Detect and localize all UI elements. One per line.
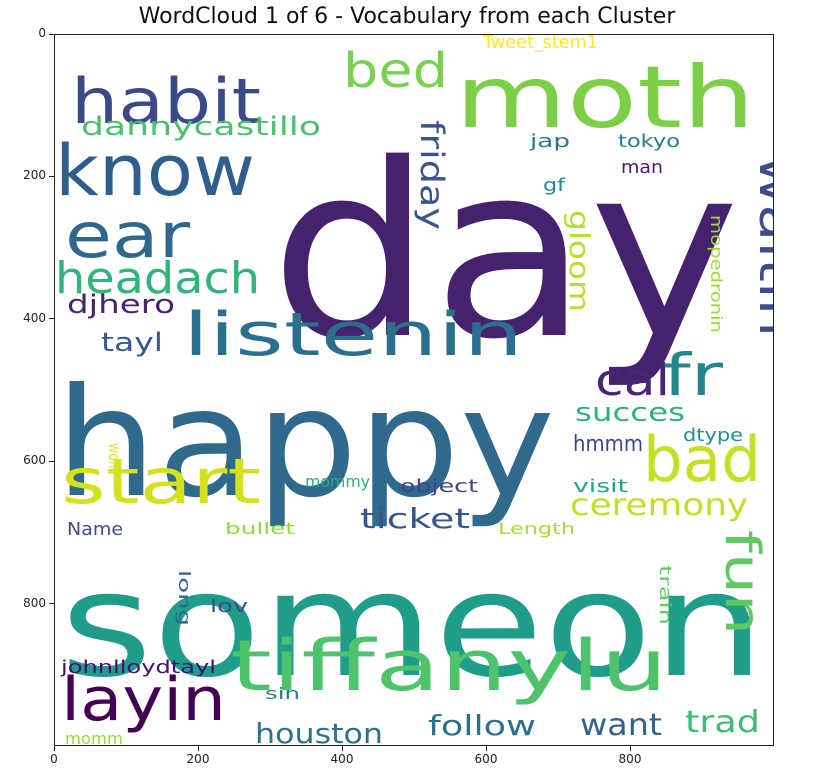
chart-title: WordCloud 1 of 6 - Vocabulary from each … bbox=[138, 4, 676, 29]
word-gf: gf bbox=[543, 175, 566, 196]
y-tick-label: 400 bbox=[23, 310, 46, 325]
word-train: train bbox=[656, 565, 675, 625]
word-visit: visit bbox=[573, 476, 628, 497]
x-tick-mark bbox=[53, 746, 55, 751]
y-tick-label: 600 bbox=[23, 453, 46, 468]
x-tick-label: 200 bbox=[186, 752, 210, 766]
word-want: want bbox=[580, 708, 662, 743]
word-object: object bbox=[400, 476, 478, 497]
word-johnlloydtayl: johnlloydtayl bbox=[60, 657, 216, 678]
word-lov: lov bbox=[210, 596, 248, 617]
word-ticket: ticket bbox=[360, 502, 470, 535]
word-moth: moth bbox=[455, 48, 755, 148]
word-succes: succes bbox=[575, 398, 685, 428]
word-long: long bbox=[175, 570, 194, 626]
y-tick-mark bbox=[49, 33, 54, 35]
x-tick-label: 600 bbox=[474, 752, 498, 766]
word-tiffanylu: tiffanylu bbox=[230, 625, 668, 707]
word-man: man bbox=[621, 157, 663, 178]
word-fun: fun bbox=[714, 530, 770, 635]
word-hmmm: hmmm bbox=[573, 432, 643, 457]
y-tick-mark bbox=[49, 460, 54, 462]
word-dtype: dtype bbox=[683, 425, 743, 446]
word-cal: cal bbox=[595, 355, 670, 406]
y-tick-mark bbox=[49, 318, 54, 320]
x-tick-label: 0 bbox=[50, 752, 58, 766]
y-tick-mark bbox=[49, 175, 54, 177]
word-ceremony: ceremony bbox=[570, 488, 748, 523]
word-tweet-stem1: Tweet_stem1 bbox=[482, 35, 598, 53]
word-headach: headach bbox=[55, 253, 260, 304]
word-fr: fr bbox=[663, 341, 723, 409]
word-sin: sin bbox=[265, 684, 300, 703]
x-tick-label: 400 bbox=[330, 752, 354, 766]
word-waitin: waitin bbox=[748, 155, 774, 337]
x-tick-mark bbox=[197, 746, 199, 751]
y-tick-label: 200 bbox=[23, 168, 46, 183]
word-follow: follow bbox=[428, 709, 536, 742]
word-friday: friday bbox=[413, 120, 451, 230]
word-tayl: tayl bbox=[101, 328, 163, 358]
word-tokyo: tokyo bbox=[618, 131, 680, 152]
word-habit: habit bbox=[71, 65, 261, 138]
word-know: know bbox=[55, 130, 255, 212]
word-trad: trad bbox=[685, 705, 760, 740]
word-name: Name bbox=[67, 519, 123, 540]
word-mommy: mommy bbox=[305, 472, 370, 491]
word-layin: layin bbox=[61, 665, 226, 735]
word-gloom: gloom bbox=[563, 210, 596, 312]
word-listenin: listenin bbox=[183, 300, 523, 370]
word-mopedronin: mopedronin bbox=[707, 215, 726, 333]
word-houston: houston bbox=[255, 717, 383, 746]
word-start: start bbox=[61, 445, 261, 518]
word-length: Length bbox=[498, 519, 575, 538]
word-wom: wom bbox=[105, 443, 124, 473]
x-tick-mark bbox=[485, 746, 487, 751]
word-dannycastillo: dannycastillo bbox=[81, 112, 321, 142]
word-bad: bad bbox=[643, 423, 761, 496]
word-bed: bed bbox=[343, 43, 448, 99]
x-tick-mark bbox=[341, 746, 343, 751]
x-tick-label: 800 bbox=[618, 752, 642, 766]
word-ear: ear bbox=[65, 199, 191, 272]
word-happy: happy bbox=[55, 357, 555, 531]
y-tick-label: 800 bbox=[23, 595, 46, 610]
x-tick-mark bbox=[629, 746, 631, 751]
word-momm: momm bbox=[65, 729, 123, 746]
word-jap: jap bbox=[529, 131, 570, 152]
word-djhero: djhero bbox=[67, 290, 175, 320]
word-someon: someon bbox=[60, 541, 765, 710]
y-tick-label: 0 bbox=[38, 26, 46, 40]
plot-area: day happy someon moth habit know ear headach lis… bbox=[54, 34, 774, 746]
word-day: day bbox=[270, 112, 740, 392]
y-tick-mark bbox=[49, 603, 54, 605]
word-bullet: bullet bbox=[225, 519, 295, 538]
